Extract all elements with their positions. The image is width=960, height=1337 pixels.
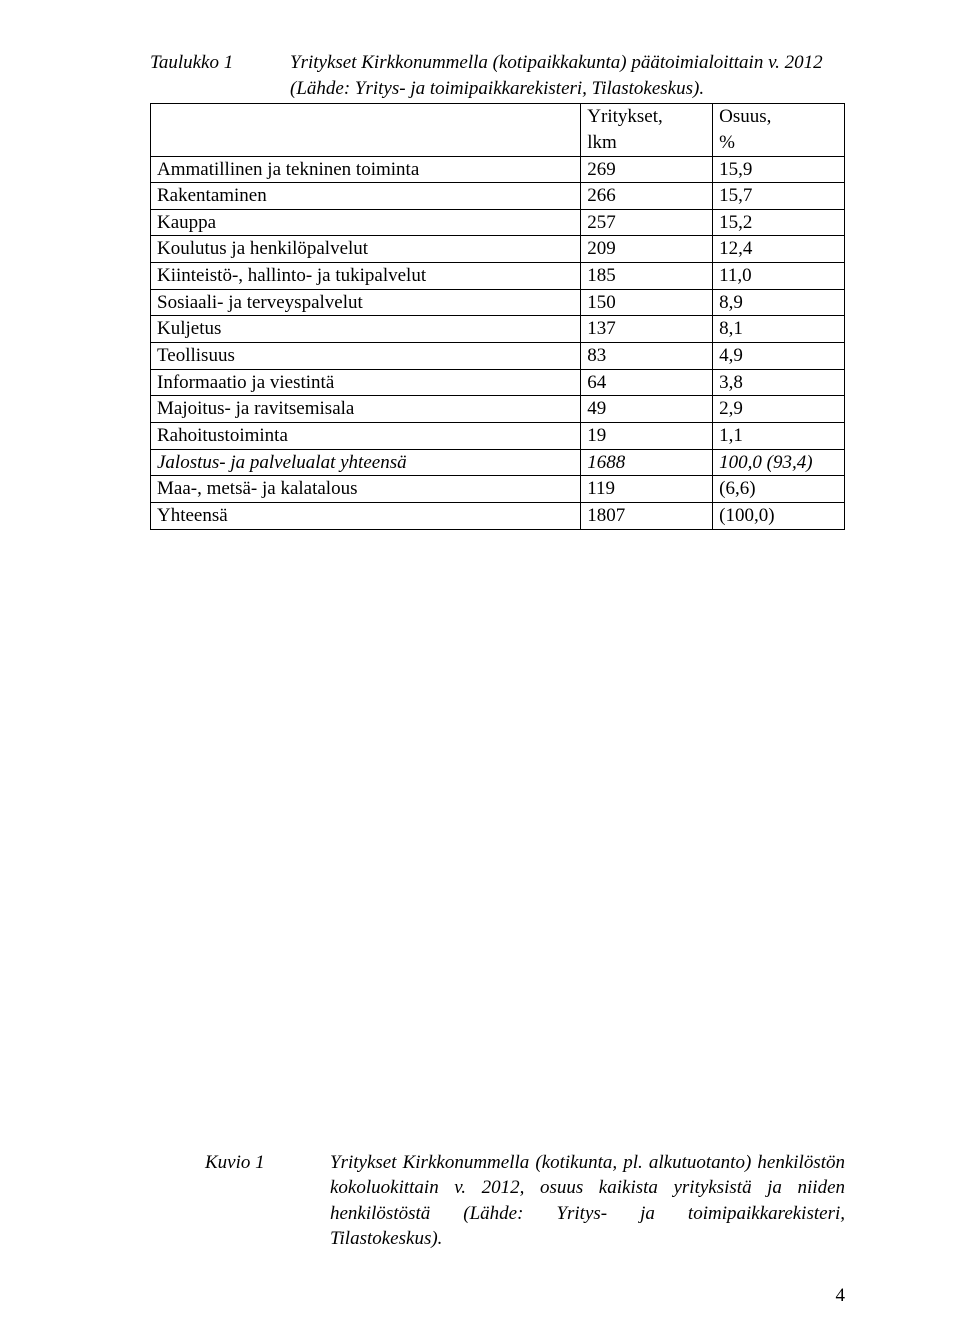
table-caption: Taulukko 1 Yritykset Kirkkonummella (kot… bbox=[150, 50, 845, 101]
table-cell-value2: 3,8 bbox=[713, 369, 845, 396]
table-header-col2: Yritykset, lkm bbox=[581, 104, 713, 156]
table-row: Rakentaminen26615,7 bbox=[151, 183, 845, 210]
table-cell-label: Kiinteistö-, hallinto- ja tukipalvelut bbox=[151, 263, 581, 290]
table-cell-value2: 15,9 bbox=[713, 156, 845, 183]
page-number: 4 bbox=[836, 1285, 846, 1307]
table-cell-value1: 137 bbox=[581, 316, 713, 343]
table-cell-value1: 266 bbox=[581, 183, 713, 210]
table-cell-value2: 15,2 bbox=[713, 209, 845, 236]
table-cell-value2: 12,4 bbox=[713, 236, 845, 263]
table-cell-value1: 64 bbox=[581, 369, 713, 396]
table-cell-value2: (100,0) bbox=[713, 502, 845, 529]
table-cell-label: Jalostus- ja palvelualat yhteensä bbox=[151, 449, 581, 476]
table-cell-value1: 83 bbox=[581, 343, 713, 370]
table-row: Koulutus ja henkilöpalvelut20912,4 bbox=[151, 236, 845, 263]
table-cell-value1: 269 bbox=[581, 156, 713, 183]
table-cell-value1: 19 bbox=[581, 422, 713, 449]
table-cell-label: Koulutus ja henkilöpalvelut bbox=[151, 236, 581, 263]
table-cell-label: Ammatillinen ja tekninen toiminta bbox=[151, 156, 581, 183]
table-row: Kuljetus1378,1 bbox=[151, 316, 845, 343]
table-cell-value2: 100,0 (93,4) bbox=[713, 449, 845, 476]
figure-caption-label: Kuvio 1 bbox=[205, 1150, 330, 1176]
table-cell-value2: 4,9 bbox=[713, 343, 845, 370]
table-row: Informaatio ja viestintä643,8 bbox=[151, 369, 845, 396]
table-row: Teollisuus834,9 bbox=[151, 343, 845, 370]
table-row: Sosiaali- ja terveyspalvelut1508,9 bbox=[151, 289, 845, 316]
table-cell-label: Informaatio ja viestintä bbox=[151, 369, 581, 396]
table-row: Yhteensä1807(100,0) bbox=[151, 502, 845, 529]
table-cell-value2: 8,9 bbox=[713, 289, 845, 316]
table-cell-value2: 8,1 bbox=[713, 316, 845, 343]
table-cell-value2: 2,9 bbox=[713, 396, 845, 423]
figure-caption-text: Yritykset Kirkkonummella (kotikunta, pl.… bbox=[330, 1150, 845, 1253]
figure-caption: Kuvio 1 Yritykset Kirkkonummella (kotiku… bbox=[205, 1150, 845, 1253]
table-cell-value1: 185 bbox=[581, 263, 713, 290]
table-caption-label: Taulukko 1 bbox=[150, 50, 290, 76]
table-cell-value1: 257 bbox=[581, 209, 713, 236]
table-row: Rahoitustoiminta191,1 bbox=[151, 422, 845, 449]
table-row: Kiinteistö-, hallinto- ja tukipalvelut18… bbox=[151, 263, 845, 290]
table-cell-value2: (6,6) bbox=[713, 476, 845, 503]
table-cell-label: Maa-, metsä- ja kalatalous bbox=[151, 476, 581, 503]
table-row: Jalostus- ja palvelualat yhteensä1688100… bbox=[151, 449, 845, 476]
table-cell-value1: 1688 bbox=[581, 449, 713, 476]
table-cell-label: Kuljetus bbox=[151, 316, 581, 343]
table-header-row: Yritykset, lkm Osuus, % bbox=[151, 104, 845, 156]
table-cell-label: Teollisuus bbox=[151, 343, 581, 370]
table-header-blank bbox=[151, 104, 581, 156]
table-cell-value1: 49 bbox=[581, 396, 713, 423]
table-cell-label: Rahoitustoiminta bbox=[151, 422, 581, 449]
table-row: Kauppa25715,2 bbox=[151, 209, 845, 236]
table-cell-value1: 209 bbox=[581, 236, 713, 263]
table-cell-value2: 15,7 bbox=[713, 183, 845, 210]
table-cell-value2: 1,1 bbox=[713, 422, 845, 449]
table-cell-label: Majoitus- ja ravitsemisala bbox=[151, 396, 581, 423]
table-cell-label: Kauppa bbox=[151, 209, 581, 236]
table-cell-label: Rakentaminen bbox=[151, 183, 581, 210]
table-caption-text: Yritykset Kirkkonummella (kotipaikkakunt… bbox=[290, 50, 845, 101]
table-cell-value1: 119 bbox=[581, 476, 713, 503]
data-table: Yritykset, lkm Osuus, % Ammatillinen ja … bbox=[150, 103, 845, 529]
table-cell-value1: 1807 bbox=[581, 502, 713, 529]
table-row: Majoitus- ja ravitsemisala492,9 bbox=[151, 396, 845, 423]
table-row: Ammatillinen ja tekninen toiminta26915,9 bbox=[151, 156, 845, 183]
table-cell-value1: 150 bbox=[581, 289, 713, 316]
table-cell-label: Sosiaali- ja terveyspalvelut bbox=[151, 289, 581, 316]
table-cell-value2: 11,0 bbox=[713, 263, 845, 290]
table-cell-label: Yhteensä bbox=[151, 502, 581, 529]
table-header-col3: Osuus, % bbox=[713, 104, 845, 156]
table-row: Maa-, metsä- ja kalatalous119(6,6) bbox=[151, 476, 845, 503]
